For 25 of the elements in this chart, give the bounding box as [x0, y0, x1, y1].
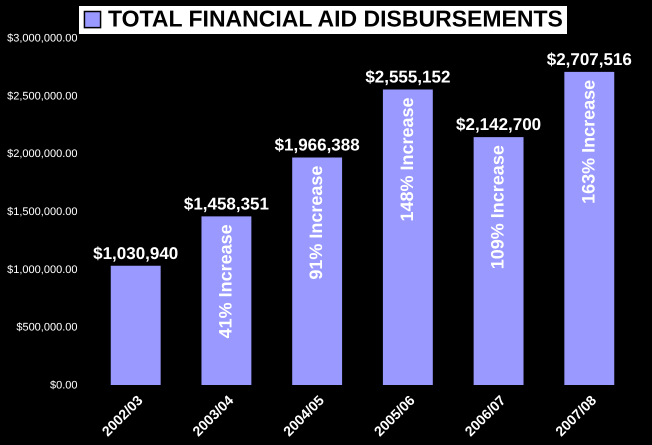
annotation: 91% Increase [306, 166, 326, 280]
data-label: $2,555,152 [365, 67, 450, 86]
annotation: 41% Increase [215, 224, 236, 338]
annotation: 163% Increase [578, 80, 598, 204]
y-tick-label: $2,000,000.00 [7, 148, 78, 160]
bar [110, 266, 161, 385]
data-label: $2,707,516 [546, 50, 632, 69]
annotation: 148% Increase [396, 97, 417, 222]
data-label: $1,458,351 [184, 194, 269, 214]
y-tick-label: $1,000,000.00 [7, 264, 78, 276]
y-tick-label: $2,500,000.00 [7, 90, 78, 102]
y-tick-label: $500,000.00 [16, 322, 78, 334]
bar [292, 158, 342, 385]
legend-label: TOTAL FINANCIAL AID DISBURSEMENTS [108, 6, 563, 32]
bar [201, 216, 252, 385]
y-tick-label: $0.00 [50, 380, 78, 392]
bar [564, 72, 614, 385]
bar [382, 89, 433, 385]
annotation: 109% Increase [488, 145, 508, 270]
data-label: $2,142,700 [456, 115, 542, 134]
data-label: $1,030,940 [93, 244, 178, 263]
bar [474, 137, 524, 385]
y-tick-label: $1,500,000.00 [7, 206, 78, 218]
data-label: $1,966,388 [274, 136, 360, 155]
y-tick-label: $3,000,000.00 [7, 32, 78, 44]
